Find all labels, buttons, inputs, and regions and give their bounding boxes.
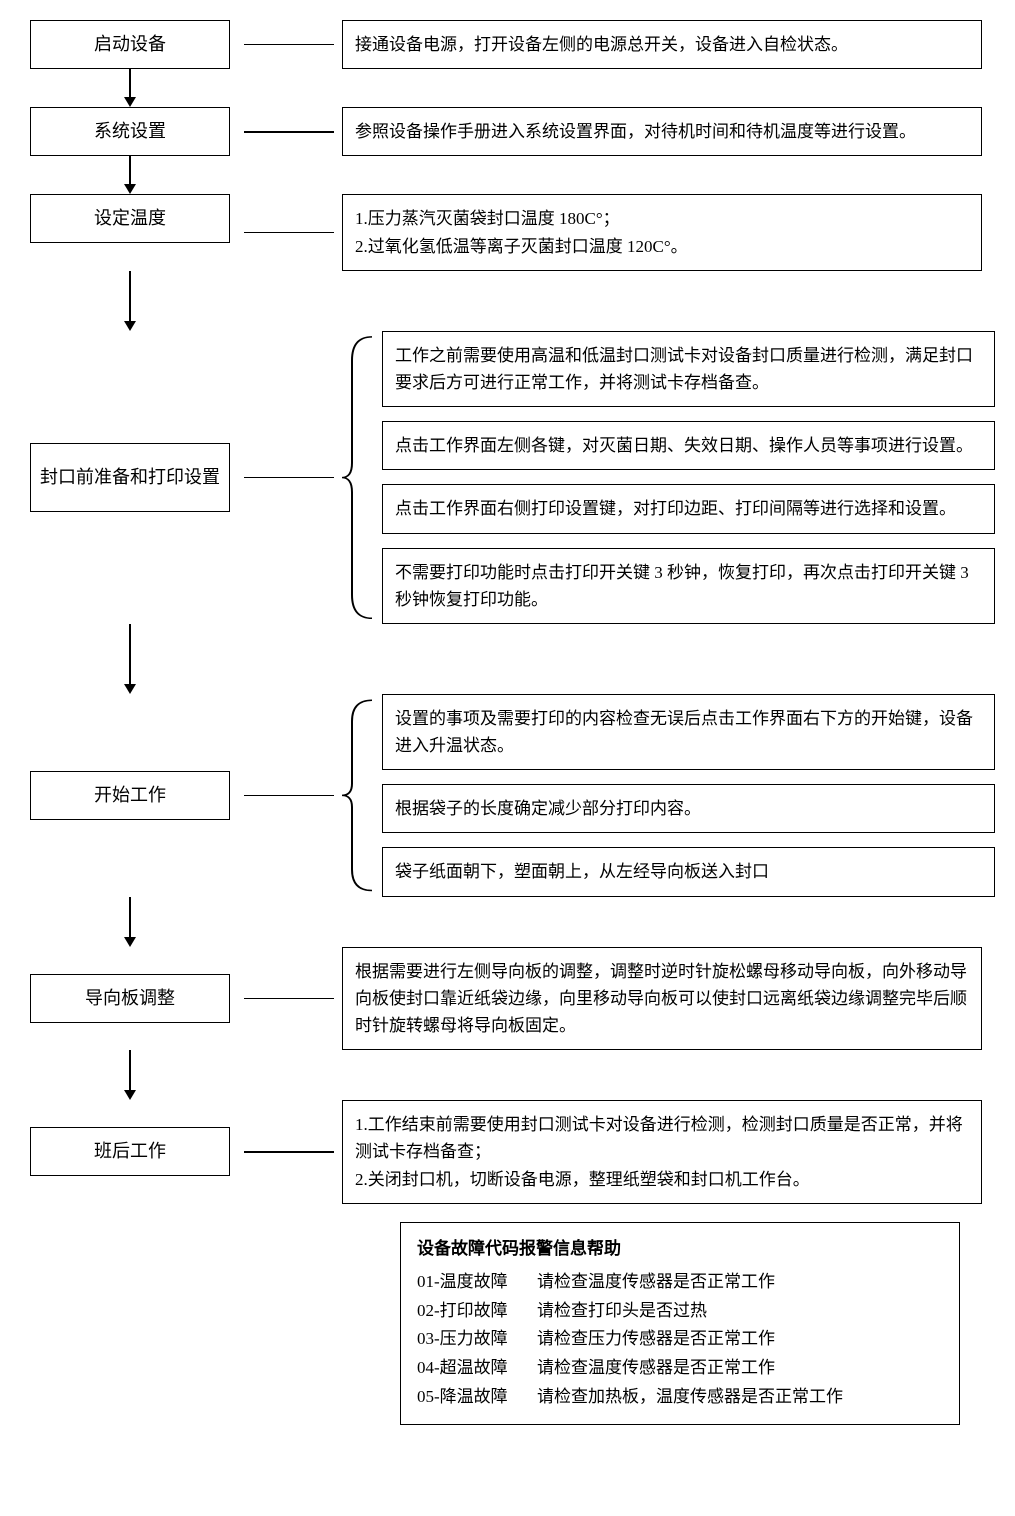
connector-h	[244, 1151, 334, 1153]
step-box-7: 班后工作	[30, 1127, 230, 1176]
connector-h	[244, 477, 334, 479]
desc-box: 点击工作界面右侧打印设置键，对打印边距、打印间隔等进行选择和设置。	[382, 484, 995, 533]
error-help-title: 设备故障代码报警信息帮助	[417, 1235, 943, 1264]
desc-box: 1.工作结束前需要使用封口测试卡对设备进行检测，检测封口质量是否正常，并将测试卡…	[342, 1100, 982, 1204]
error-code: 05-降温故障	[417, 1383, 537, 1412]
step-label: 封口前准备和打印设置	[40, 467, 220, 487]
error-row: 05-降温故障 请检查加热板，温度传感器是否正常工作	[417, 1383, 943, 1412]
error-msg: 请检查温度传感器是否正常工作	[537, 1354, 943, 1383]
error-code: 03-压力故障	[417, 1325, 537, 1354]
step-box-5: 开始工作	[30, 771, 230, 820]
arrow-down-icon	[124, 624, 136, 694]
connector-h	[244, 131, 334, 133]
desc-box: 不需要打印功能时点击打印开关键 3 秒钟，恢复打印，再次点击打印开关键 3 秒钟…	[382, 548, 995, 624]
desc-box: 接通设备电源，打开设备左侧的电源总开关，设备进入自检状态。	[342, 20, 982, 69]
arrow-down-icon	[124, 897, 136, 947]
desc-box: 参照设备操作手册进入系统设置界面，对待机时间和待机温度等进行设置。	[342, 107, 982, 156]
step-box-1: 启动设备	[30, 20, 230, 69]
arrow-down-icon	[124, 69, 136, 107]
error-msg: 请检查温度传感器是否正常工作	[537, 1268, 943, 1297]
step-box-6: 导向板调整	[30, 974, 230, 1023]
connector-h	[244, 998, 334, 1000]
connector-h	[244, 795, 334, 797]
flow-row: 封口前准备和打印设置 工作之前需要使用高温和低温封口测试卡对设备封口质量进行检测…	[20, 331, 995, 624]
connector-h	[244, 232, 334, 234]
error-msg: 请检查压力传感器是否正常工作	[537, 1325, 943, 1354]
error-msg: 请检查打印头是否过热	[537, 1297, 943, 1326]
step-box-3: 设定温度	[30, 194, 230, 243]
error-msg: 请检查加热板，温度传感器是否正常工作	[537, 1383, 943, 1412]
error-row: 04-超温故障 请检查温度传感器是否正常工作	[417, 1354, 943, 1383]
error-row: 01-温度故障 请检查温度传感器是否正常工作	[417, 1268, 943, 1297]
arrow-down-icon	[124, 1050, 136, 1100]
desc-box: 工作之前需要使用高温和低温封口测试卡对设备封口质量进行检测，满足封口要求后方可进…	[382, 331, 995, 407]
error-help-box: 设备故障代码报警信息帮助 01-温度故障 请检查温度传感器是否正常工作 02-打…	[400, 1222, 960, 1425]
desc-box: 根据袋子的长度确定减少部分打印内容。	[382, 784, 995, 833]
bracket-group: 工作之前需要使用高温和低温封口测试卡对设备封口质量进行检测，满足封口要求后方可进…	[342, 331, 995, 624]
bracket-icon	[342, 331, 372, 624]
desc-box: 设置的事项及需要打印的内容检查无误后点击工作界面右下方的开始键，设备进入升温状态…	[382, 694, 995, 770]
error-row: 02-打印故障 请检查打印头是否过热	[417, 1297, 943, 1326]
flow-row: 导向板调整 根据需要进行左侧导向板的调整，调整时逆时针旋松螺母移动导向板，向外移…	[20, 947, 995, 1051]
step-box-4: 封口前准备和打印设置	[30, 443, 230, 512]
connector-h	[244, 44, 334, 46]
error-code: 01-温度故障	[417, 1268, 537, 1297]
step-box-2: 系统设置	[30, 107, 230, 156]
error-code: 04-超温故障	[417, 1354, 537, 1383]
error-code: 02-打印故障	[417, 1297, 537, 1326]
desc-box: 袋子纸面朝下，塑面朝上，从左经导向板送入封口	[382, 847, 995, 896]
flow-row: 系统设置 参照设备操作手册进入系统设置界面，对待机时间和待机温度等进行设置。	[20, 107, 995, 156]
desc-box: 点击工作界面左侧各键，对灭菌日期、失效日期、操作人员等事项进行设置。	[382, 421, 995, 470]
flow-row: 设定温度 1.压力蒸汽灭菌袋封口温度 180C°； 2.过氧化氢低温等离子灭菌封…	[20, 194, 995, 270]
desc-box: 根据需要进行左侧导向板的调整，调整时逆时针旋松螺母移动导向板，向外移动导向板使封…	[342, 947, 982, 1051]
bracket-group: 设置的事项及需要打印的内容检查无误后点击工作界面右下方的开始键，设备进入升温状态…	[342, 694, 995, 897]
arrow-down-icon	[124, 156, 136, 194]
bracket-icon	[342, 694, 372, 897]
arrow-down-icon	[124, 271, 136, 331]
error-row: 03-压力故障 请检查压力传感器是否正常工作	[417, 1325, 943, 1354]
flow-row: 启动设备 接通设备电源，打开设备左侧的电源总开关，设备进入自检状态。	[20, 20, 995, 69]
flow-row: 开始工作 设置的事项及需要打印的内容检查无误后点击工作界面右下方的开始键，设备进…	[20, 694, 995, 897]
desc-box: 1.压力蒸汽灭菌袋封口温度 180C°； 2.过氧化氢低温等离子灭菌封口温度 1…	[342, 194, 982, 270]
flowchart-container: 启动设备 接通设备电源，打开设备左侧的电源总开关，设备进入自检状态。 系统设置 …	[20, 20, 995, 1425]
flow-row: 班后工作 1.工作结束前需要使用封口测试卡对设备进行检测，检测封口质量是否正常，…	[20, 1100, 995, 1204]
